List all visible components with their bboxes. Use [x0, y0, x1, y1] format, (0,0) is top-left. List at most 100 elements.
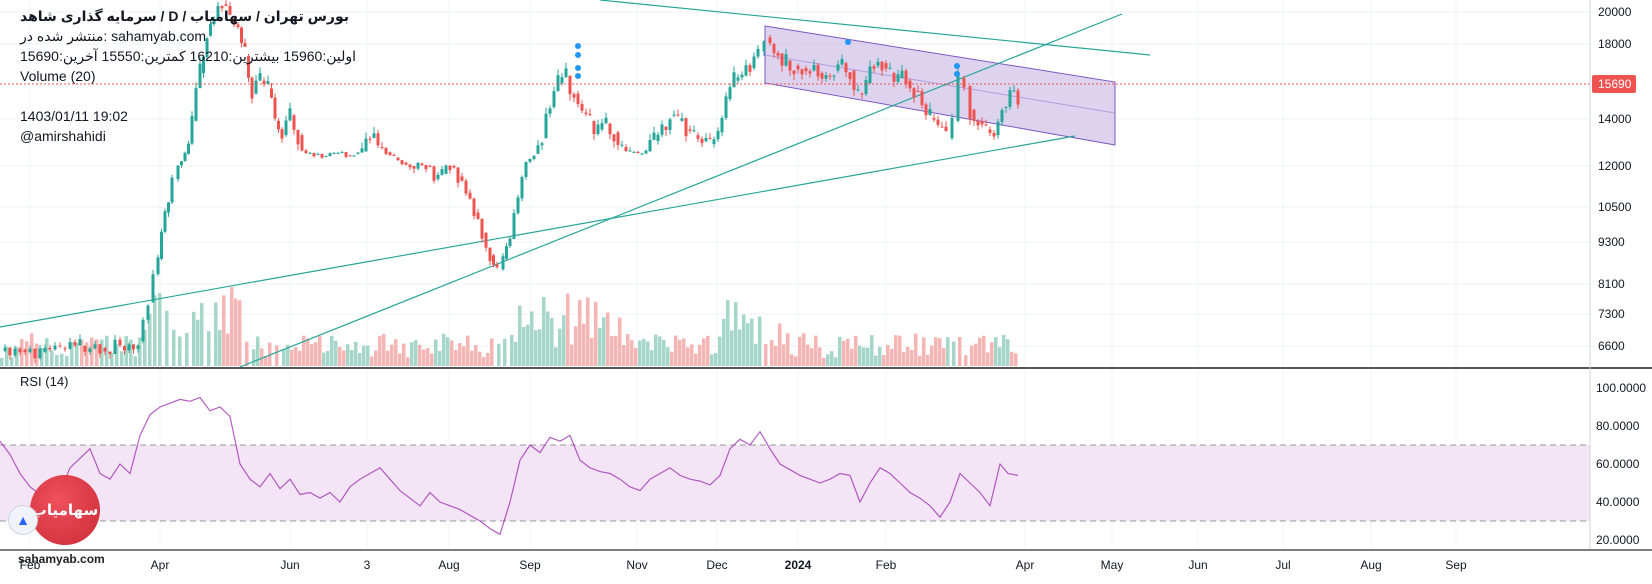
- volume-bar: [497, 343, 501, 366]
- candle-body: [163, 211, 167, 232]
- volume-bar: [810, 348, 814, 366]
- volume-bar: [806, 344, 810, 366]
- volume-bar: [754, 343, 758, 366]
- candle-body: [796, 65, 800, 70]
- trendline-rising: [239, 13, 1123, 368]
- candle-body: [183, 152, 187, 162]
- candle-body: [127, 344, 131, 351]
- volume-bar: [986, 352, 990, 366]
- candle-body: [840, 59, 844, 65]
- candle-body: [624, 146, 628, 152]
- volume-bar: [910, 349, 914, 366]
- candle-body: [273, 97, 277, 119]
- volume-bar: [562, 315, 566, 366]
- signal-dot: [575, 43, 581, 49]
- volume-bar: [390, 344, 394, 366]
- volume-bar: [148, 314, 152, 366]
- candle-body: [768, 37, 772, 44]
- candle-body: [508, 238, 512, 247]
- candle-body: [160, 231, 163, 259]
- candle-body: [576, 93, 580, 105]
- volume-bar: [418, 344, 422, 366]
- volume-bar: [20, 338, 24, 366]
- candle-body: [892, 73, 896, 82]
- volume-bar: [486, 352, 490, 366]
- volume-bar: [794, 356, 798, 366]
- price-tick-label: 18000: [1598, 37, 1632, 51]
- candle-body: [800, 69, 804, 75]
- candle-body: [224, 4, 228, 7]
- rsi-band: [0, 445, 1590, 521]
- candle-body: [266, 81, 270, 84]
- time-tick-label: Feb: [876, 558, 897, 572]
- candle-body: [43, 347, 47, 352]
- volume-bar: [938, 338, 942, 366]
- price-tick-label: 20000: [1598, 5, 1632, 19]
- candle-body: [38, 348, 42, 359]
- volume-bar: [558, 328, 562, 366]
- volume-bar: [378, 335, 382, 366]
- candle-body: [505, 246, 508, 259]
- candle-body: [792, 70, 796, 75]
- candle-body: [424, 165, 428, 170]
- chart-icon[interactable]: ▲: [8, 505, 38, 535]
- candle-body: [824, 75, 828, 79]
- candle-body: [540, 143, 544, 146]
- candle-body: [400, 160, 404, 165]
- candle-body: [250, 77, 254, 99]
- candle-body: [560, 77, 564, 84]
- candle-body: [950, 117, 954, 139]
- volume-bar: [764, 344, 768, 366]
- chart-legend: سرمایه گذاری شاهد / D / بورس تهران / سها…: [20, 6, 356, 146]
- volume-bar: [542, 297, 546, 366]
- candle-body: [364, 138, 368, 152]
- volume-bar: [1010, 351, 1014, 366]
- volume-bar: [922, 337, 926, 366]
- volume-bar: [602, 317, 606, 366]
- candle-body: [240, 27, 243, 44]
- volume-bar: [482, 357, 486, 366]
- volume-bar: [1014, 353, 1018, 366]
- volume-bar: [60, 353, 64, 366]
- volume-bar: [426, 348, 430, 366]
- candle-body: [284, 120, 288, 136]
- candle-body: [632, 151, 636, 153]
- volume-bar: [414, 340, 418, 366]
- price-tick-label: 7300: [1598, 307, 1625, 321]
- candle-body: [748, 65, 752, 72]
- volume-bar: [870, 335, 874, 366]
- candle-body: [312, 152, 316, 157]
- volume-bar: [129, 339, 133, 366]
- candle-body: [472, 198, 476, 216]
- candle-body: [744, 65, 748, 76]
- candle-body: [700, 138, 704, 144]
- candle-body: [640, 153, 644, 155]
- volume-bar: [814, 335, 818, 366]
- candle-body: [73, 342, 77, 346]
- published-on: منتشر شده در: sahamyab.com: [20, 28, 207, 44]
- candle-body: [1004, 106, 1008, 108]
- volume-bar: [710, 354, 714, 366]
- candle-body: [98, 344, 102, 354]
- volume-label: Volume (20): [20, 68, 96, 84]
- candle-body: [784, 54, 788, 66]
- volume-bar: [260, 348, 264, 366]
- volume-bar: [666, 347, 670, 366]
- volume-bar: [778, 323, 782, 366]
- candle-body: [672, 114, 676, 116]
- volume-bar: [534, 330, 538, 366]
- candle-body: [676, 114, 680, 116]
- volume-bar: [222, 295, 226, 366]
- candle-body: [460, 176, 464, 181]
- last-price-badge: [1592, 75, 1636, 93]
- volume-bar: [143, 329, 147, 366]
- candle-body: [440, 169, 444, 175]
- volume-bar: [514, 341, 518, 366]
- volume-bar: [518, 305, 522, 366]
- volume-bar: [826, 354, 830, 366]
- candle-body: [1012, 90, 1016, 92]
- volume-bar: [382, 333, 386, 366]
- candle-body: [202, 56, 205, 74]
- candle-body: [688, 129, 692, 131]
- candle-body: [980, 120, 984, 125]
